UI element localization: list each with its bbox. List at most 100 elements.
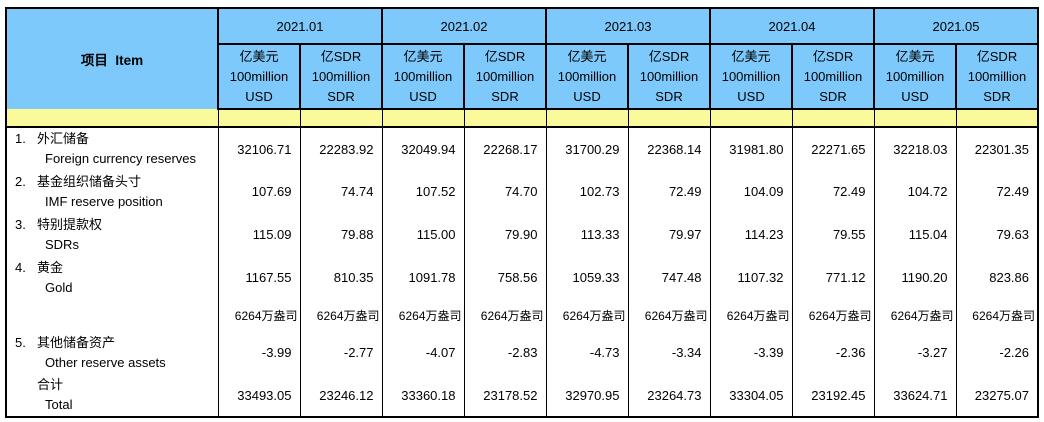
unit-line: 100million xyxy=(557,68,617,84)
value-cell: -3.99 xyxy=(217,331,301,374)
row-label: 5. 其他储备资产 Other reserve assets xyxy=(6,331,219,374)
value-cell: 758.56 xyxy=(463,256,547,299)
value-cell: 6264万盎司 xyxy=(217,299,301,331)
value-cell: 22301.35 xyxy=(955,127,1039,170)
value-cell: 79.97 xyxy=(627,213,711,256)
value-cell: 115.04 xyxy=(873,213,957,256)
unit-line: 亿SDR xyxy=(976,48,1018,64)
value-cell: -4.07 xyxy=(381,331,465,374)
row-label-en: SDRs xyxy=(45,236,79,252)
table-row-foreign-currency-reserves: 1. 外汇储备 Foreign currency reserves 32106.71… xyxy=(6,127,1039,170)
value-cell: 22271.65 xyxy=(791,127,875,170)
unit-header-sdr: 亿SDR 100million SDR xyxy=(955,43,1039,110)
value-cell: 79.90 xyxy=(463,213,547,256)
row-label-cn: 1. 外汇储备 xyxy=(15,129,218,149)
value-cell: -2.77 xyxy=(299,331,383,374)
value-cell: 6264万盎司 xyxy=(791,299,875,331)
month-header: 2021.04 xyxy=(709,7,875,45)
unit-line: USD xyxy=(409,88,437,104)
unit-header-sdr: 亿SDR 100million SDR xyxy=(299,43,383,110)
unit-header-sdr: 亿SDR 100million SDR xyxy=(791,43,875,110)
value-cell: 107.52 xyxy=(381,170,465,213)
value-cell: -2.36 xyxy=(791,331,875,374)
value-cell: -4.73 xyxy=(545,331,629,374)
value-cell: -2.83 xyxy=(463,331,547,374)
value-cell: 1091.78 xyxy=(381,256,465,299)
value-cell: 6264万盎司 xyxy=(627,299,711,331)
row-label-en: Other reserve assets xyxy=(45,354,166,370)
unit-line: 100million xyxy=(885,68,945,84)
official-reserve-assets-table: 项目 Item 2021.01 2021.02 2021.03 2021.04 … xyxy=(5,7,1039,418)
value-cell: 114.23 xyxy=(709,213,793,256)
table-row-total: 合计 Total 33493.05 23246.12 33360.18 23178… xyxy=(6,374,1039,417)
band-cell xyxy=(5,109,219,128)
value-cell: 104.72 xyxy=(873,170,957,213)
month-header: 2021.02 xyxy=(381,7,547,45)
band-cell xyxy=(299,109,383,128)
unit-line: SDR xyxy=(491,88,519,104)
value-cell: 72.49 xyxy=(627,170,711,213)
value-cell: 74.70 xyxy=(463,170,547,213)
value-cell: 72.49 xyxy=(791,170,875,213)
row-label: 2. 基金组织储备头寸 IMF reserve position xyxy=(6,170,219,213)
value-cell: 23264.73 xyxy=(627,374,711,417)
unit-line: 100million xyxy=(721,68,781,84)
value-cell: 31981.80 xyxy=(709,127,793,170)
band-cell xyxy=(873,109,957,128)
row-number: 4. xyxy=(15,259,26,275)
value-cell: 33624.71 xyxy=(873,374,957,417)
band-cell xyxy=(955,109,1039,128)
value-cell: 1167.55 xyxy=(217,256,301,299)
unit-line: USD xyxy=(901,88,929,104)
value-cell: 810.35 xyxy=(299,256,383,299)
unit-line: 亿美元 xyxy=(403,48,443,64)
row-label: 合计 Total xyxy=(6,374,219,417)
value-cell: 23275.07 xyxy=(955,374,1039,417)
value-cell: 31700.29 xyxy=(545,127,629,170)
value-cell: 22268.17 xyxy=(463,127,547,170)
row-number: 5. xyxy=(15,334,26,350)
table-row-gold: 4. 黄金 Gold 1167.55 810.35 1091.78 758.56 1… xyxy=(6,256,1039,299)
value-cell: 6264万盎司 xyxy=(545,299,629,331)
row-label-cn: 5. 其他储备资产 xyxy=(15,333,218,353)
value-cell: 771.12 xyxy=(791,256,875,299)
unit-line: 亿美元 xyxy=(239,48,279,64)
row-label: 3. 特别提款权 SDRs xyxy=(6,213,219,256)
band-cell xyxy=(463,109,547,128)
row-label-en: Foreign currency reserves xyxy=(45,151,196,166)
value-cell: 23246.12 xyxy=(299,374,383,417)
unit-header-usd: 亿美元 100million USD xyxy=(381,43,465,110)
unit-line: USD xyxy=(573,88,601,104)
value-cell: 79.88 xyxy=(299,213,383,256)
value-cell: 102.73 xyxy=(545,170,629,213)
row-label: 1. 外汇储备 Foreign currency reserves xyxy=(6,127,219,170)
value-cell: 1107.32 xyxy=(709,256,793,299)
row-label-en: Gold xyxy=(45,279,73,295)
row-number: 1. xyxy=(15,131,26,146)
row-label-en: Total xyxy=(45,397,73,412)
value-cell: 22368.14 xyxy=(627,127,711,170)
unit-line: 亿SDR xyxy=(812,48,854,64)
value-cell: 74.74 xyxy=(299,170,383,213)
value-cell: 823.86 xyxy=(955,256,1039,299)
row-number: 2. xyxy=(15,173,26,189)
item-column-header: 项目 Item xyxy=(6,8,219,109)
value-cell: 32970.95 xyxy=(545,374,629,417)
unit-header-usd: 亿美元 100million USD xyxy=(217,43,301,110)
unit-line: SDR xyxy=(327,88,355,104)
band-cell xyxy=(545,109,629,128)
table-row-imf-reserve-position: 2. 基金组织储备头寸 IMF reserve position 107.69 74… xyxy=(6,170,1039,213)
unit-line: USD xyxy=(737,88,765,104)
unit-line: 100million xyxy=(639,68,699,84)
row-number: 3. xyxy=(15,216,26,232)
unit-header-sdr: 亿SDR 100million SDR xyxy=(463,43,547,110)
value-cell: 23192.45 xyxy=(791,374,875,417)
unit-line: 亿SDR xyxy=(484,48,526,64)
value-cell: 32106.71 xyxy=(217,127,301,170)
unit-line: 亿SDR xyxy=(648,48,690,64)
unit-line: 100million xyxy=(967,68,1027,84)
table-row-sdrs: 3. 特别提款权 SDRs 115.09 79.88 115.00 79.90 11… xyxy=(6,213,1039,256)
row-label: 4. 黄金 Gold xyxy=(6,256,219,299)
band-cell xyxy=(217,109,301,128)
row-label-cn: 合计 xyxy=(37,377,64,392)
